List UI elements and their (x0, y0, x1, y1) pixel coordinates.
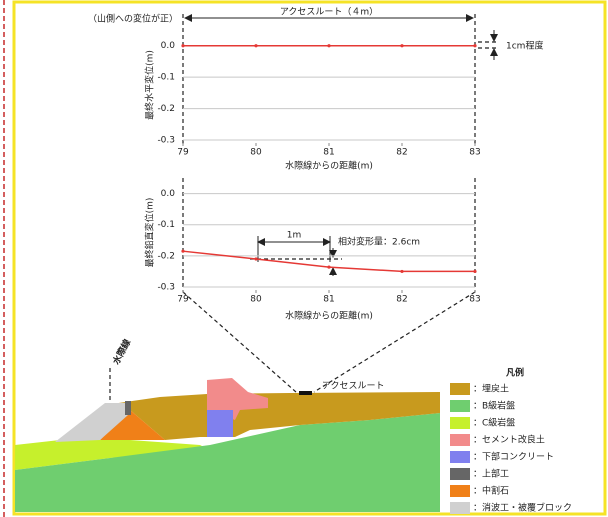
legend-label: ：セメント改良土 (473, 434, 545, 446)
annotation: アクセスルート（４m） (280, 7, 378, 18)
legend-swatch (450, 485, 470, 497)
x-tick-label: 83 (469, 295, 480, 305)
data-point (400, 269, 404, 274)
x-tick-label: 83 (469, 148, 480, 158)
x-tick-label: 82 (396, 148, 407, 158)
access-route-label: アクセスルート (322, 381, 385, 392)
y-axis-label: 最終鉛直変位(m) (144, 198, 156, 268)
y-tick-label: -0.1 (157, 220, 175, 230)
x-tick-label: 79 (177, 295, 189, 305)
x-tick-label: 80 (250, 148, 262, 158)
x-tick-label: 82 (396, 295, 407, 305)
cross-section (15, 368, 440, 512)
x-axis-label: 水際線からの距離(m) (285, 160, 373, 172)
legend-label: ：消波工・被覆ブロック (473, 502, 572, 514)
y-tick-label: -0.1 (157, 73, 175, 83)
data-point (254, 257, 258, 261)
legend-swatch (450, 400, 470, 412)
data-point (473, 44, 477, 48)
y-tick-label: -0.2 (157, 251, 175, 261)
annotation: 相対変形量：2.6cm (338, 236, 420, 248)
x-tick-label: 81 (323, 295, 334, 305)
y-tick-label: -0.3 (157, 283, 175, 293)
legend-label: ：中割石 (473, 485, 509, 497)
legend-swatch (450, 434, 470, 446)
x-tick-label: 81 (323, 148, 334, 158)
y-axis-label: 最終水平変位(m) (144, 50, 156, 120)
legend-swatch (450, 417, 470, 429)
y-tick-label: -0.2 (157, 104, 175, 114)
annotation: 1m (287, 231, 302, 241)
legend-label: ：埋戻土 (473, 383, 509, 395)
data-point (400, 44, 404, 48)
legend-label: ：下部コンクリート (473, 451, 554, 463)
y-tick-label: -0.3 (157, 136, 175, 146)
data-point (181, 249, 185, 253)
data-point (473, 269, 477, 274)
legend-swatch (450, 383, 470, 395)
legend-swatch (450, 502, 470, 514)
x-axis-label: 水際線からの距離(m) (285, 310, 373, 322)
data-point (181, 44, 185, 48)
y-tick-label: 0.0 (161, 189, 176, 199)
x-tick-label: 80 (250, 295, 262, 305)
legend-label: ：B級岩盤 (473, 400, 515, 412)
annotation: 1cm程度 (506, 40, 543, 52)
data-point (327, 265, 331, 269)
guides (182, 14, 498, 393)
legend-title: 凡例 (505, 367, 524, 379)
data-point (254, 44, 258, 48)
legend-label: ：上部工 (473, 468, 509, 480)
frame (12, 0, 607, 516)
x-tick-label: 79 (177, 148, 189, 158)
legend-swatch (450, 468, 470, 480)
legend-label: ：C級岩盤 (473, 417, 515, 429)
annotation: （山側への変位が正） (88, 13, 178, 25)
y-tick-label: 0.0 (161, 41, 176, 51)
waterline-label: 水際線 (110, 337, 133, 366)
data-point (327, 44, 331, 48)
legend-swatch (450, 451, 470, 463)
